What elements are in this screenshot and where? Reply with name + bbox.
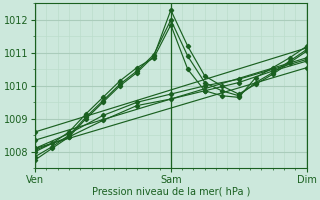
X-axis label: Pression niveau de la mer( hPa ): Pression niveau de la mer( hPa ) xyxy=(92,187,250,197)
